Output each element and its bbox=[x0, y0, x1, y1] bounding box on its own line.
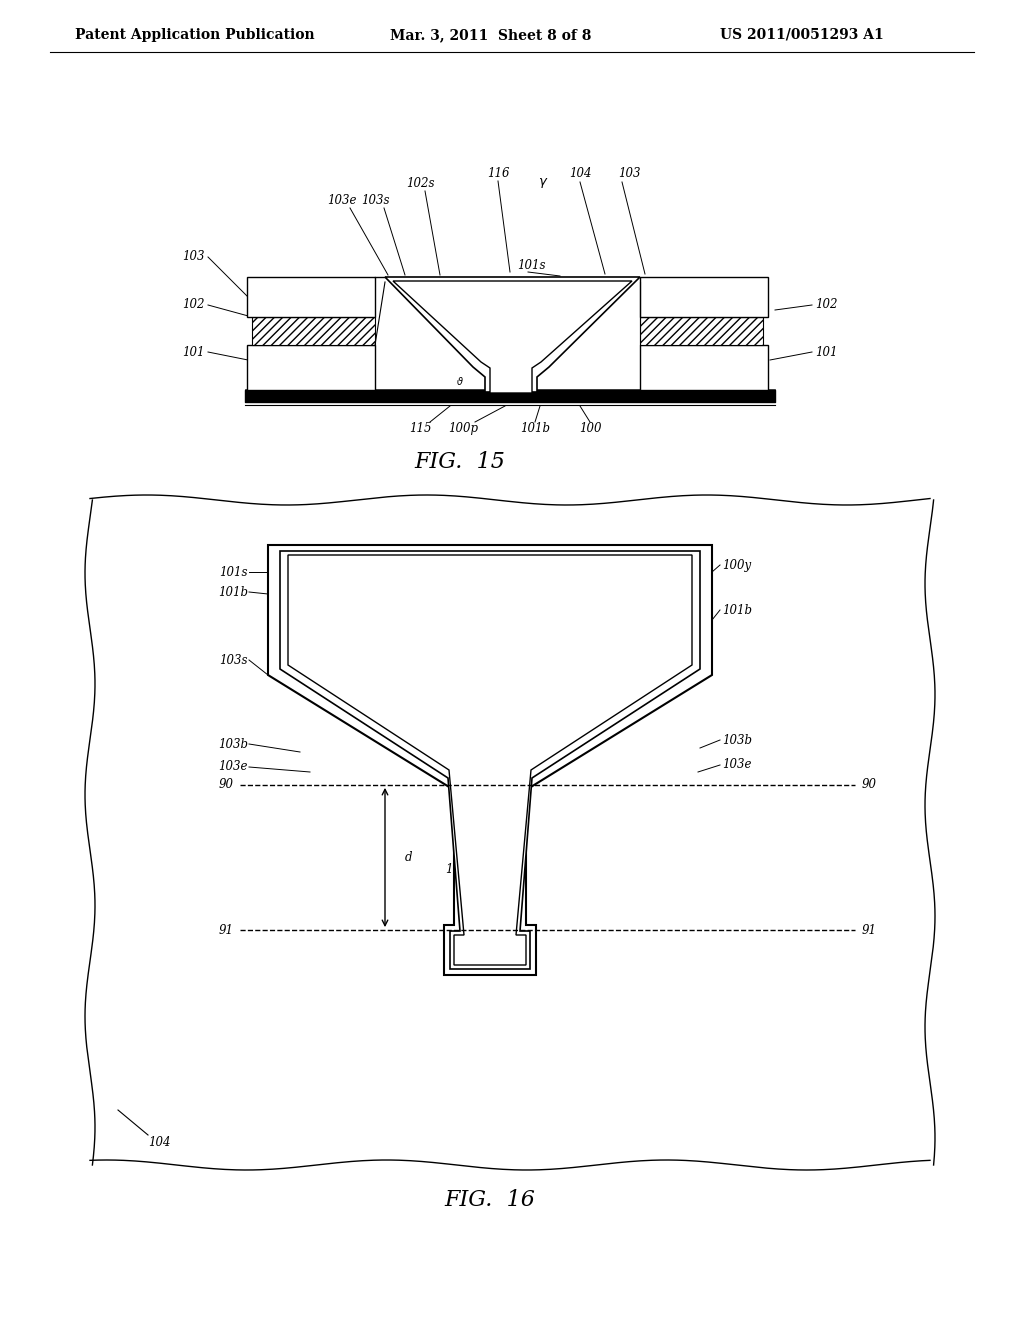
Text: 107c: 107c bbox=[445, 304, 474, 317]
Text: 116: 116 bbox=[486, 168, 509, 180]
Text: 91: 91 bbox=[862, 924, 877, 936]
Bar bbox=[252, 317, 375, 345]
Text: $\gamma$: $\gamma$ bbox=[538, 176, 548, 190]
Text: 101b: 101b bbox=[520, 422, 550, 436]
Text: 101: 101 bbox=[815, 346, 838, 359]
Polygon shape bbox=[288, 554, 692, 965]
Text: 103s: 103s bbox=[219, 653, 248, 667]
Bar bbox=[640, 317, 763, 345]
Text: 101: 101 bbox=[182, 346, 205, 359]
Polygon shape bbox=[393, 281, 632, 393]
Text: 104: 104 bbox=[568, 168, 591, 180]
Text: 101s: 101s bbox=[219, 565, 248, 578]
Text: 101b: 101b bbox=[218, 586, 248, 598]
Text: 103: 103 bbox=[618, 168, 640, 180]
Bar bbox=[247, 345, 375, 389]
Text: 115: 115 bbox=[409, 422, 431, 436]
Text: 90: 90 bbox=[862, 779, 877, 792]
Text: 102: 102 bbox=[182, 298, 205, 312]
Text: 91: 91 bbox=[219, 924, 234, 936]
Text: FIG.  15: FIG. 15 bbox=[415, 451, 506, 473]
Text: 102s: 102s bbox=[406, 177, 434, 190]
Text: 103b: 103b bbox=[722, 734, 752, 747]
Text: US 2011/0051293 A1: US 2011/0051293 A1 bbox=[720, 28, 884, 42]
Text: 100p: 100p bbox=[449, 422, 478, 436]
Polygon shape bbox=[385, 277, 640, 392]
Polygon shape bbox=[280, 550, 700, 969]
Text: 104: 104 bbox=[148, 1135, 171, 1148]
Text: 107c: 107c bbox=[474, 673, 506, 686]
Text: Mar. 3, 2011  Sheet 8 of 8: Mar. 3, 2011 Sheet 8 of 8 bbox=[390, 28, 592, 42]
Bar bbox=[640, 345, 768, 389]
Text: d: d bbox=[406, 851, 413, 865]
Text: 103b: 103b bbox=[218, 738, 248, 751]
Text: 103e: 103e bbox=[722, 759, 752, 771]
Text: 100y: 100y bbox=[722, 558, 752, 572]
Text: 103s: 103s bbox=[360, 194, 389, 207]
Text: $\vartheta$: $\vartheta$ bbox=[456, 375, 464, 387]
Text: 102: 102 bbox=[815, 298, 838, 312]
Text: Patent Application Publication: Patent Application Publication bbox=[75, 28, 314, 42]
Bar bbox=[247, 277, 375, 317]
Text: 100: 100 bbox=[579, 422, 601, 436]
Text: 103e: 103e bbox=[218, 760, 248, 774]
Text: 103: 103 bbox=[182, 251, 205, 264]
Text: 103e: 103e bbox=[328, 194, 356, 207]
Polygon shape bbox=[268, 545, 712, 975]
Text: 101s: 101s bbox=[517, 259, 546, 272]
Bar bbox=[640, 277, 768, 317]
Text: 101b: 101b bbox=[722, 603, 752, 616]
Text: 90: 90 bbox=[219, 779, 234, 792]
Text: 100p: 100p bbox=[445, 863, 475, 876]
Text: FIG.  16: FIG. 16 bbox=[444, 1189, 536, 1210]
